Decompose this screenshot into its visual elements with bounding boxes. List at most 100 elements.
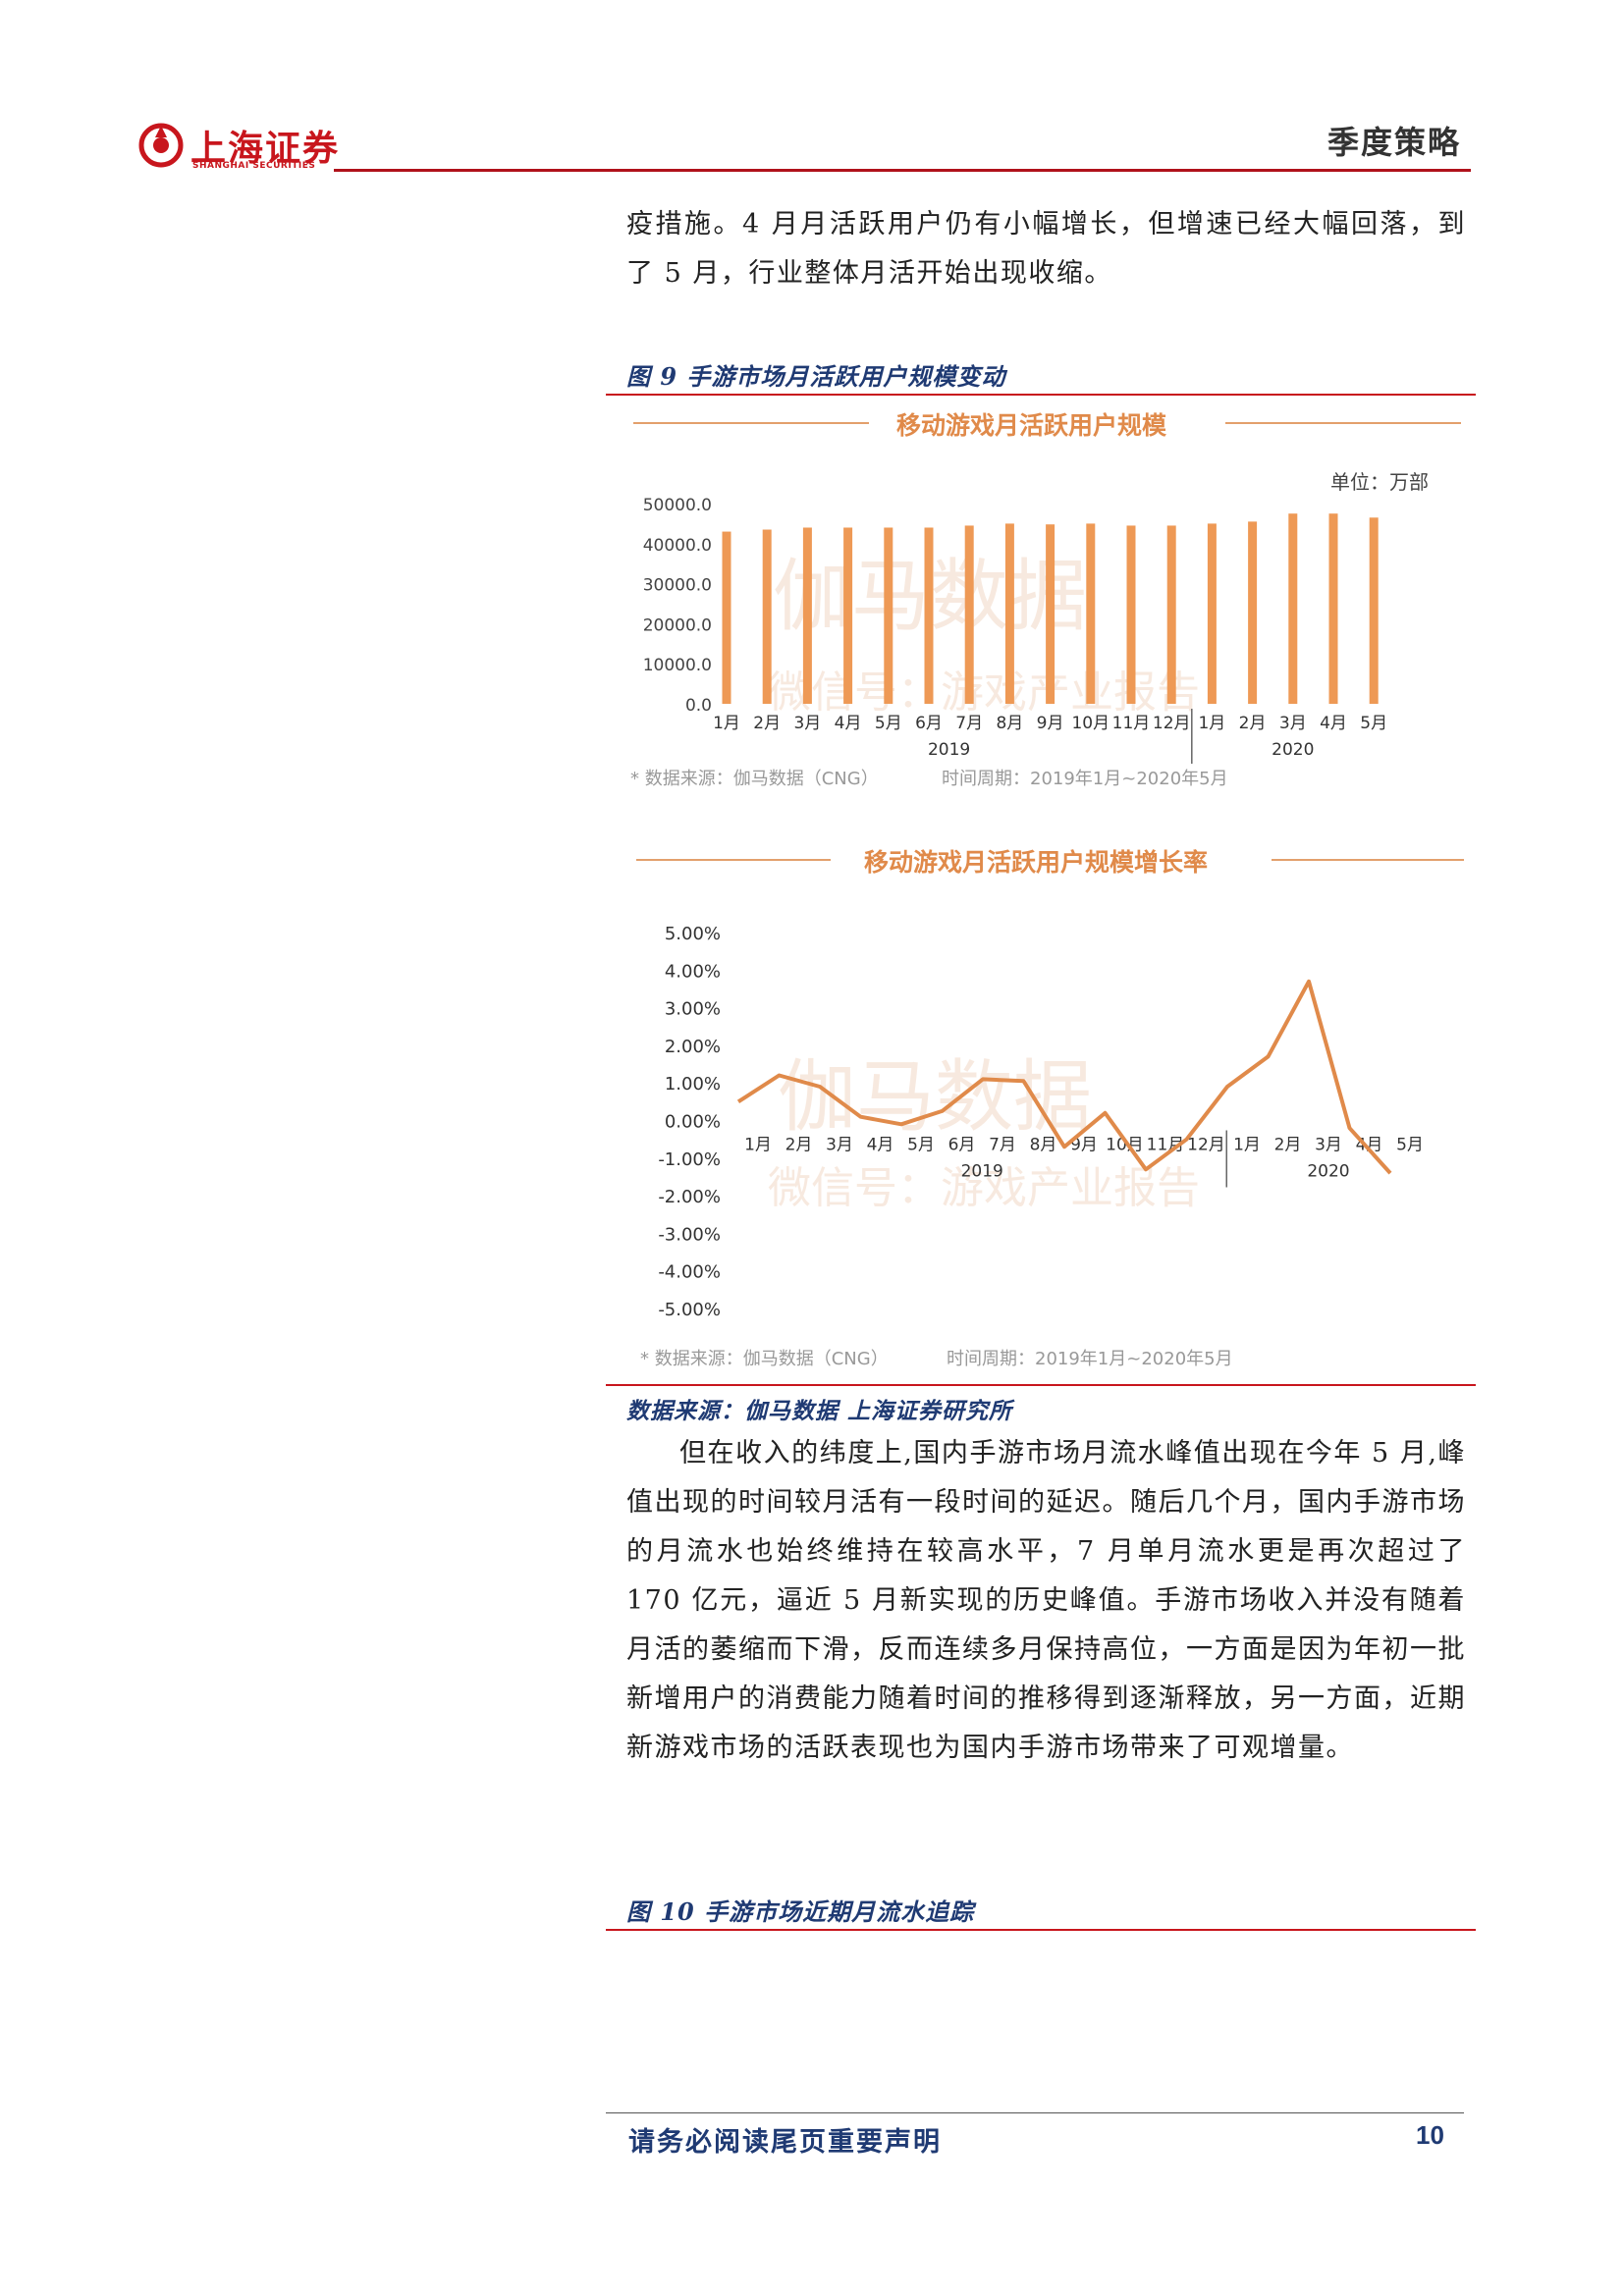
y-tick-label: -5.00% — [658, 1300, 721, 1320]
bar — [1248, 521, 1258, 704]
y-tick-label: 1.00% — [665, 1074, 721, 1095]
x-tick-label: 10月 — [1071, 714, 1110, 733]
x-year-label: 2019 — [928, 740, 970, 760]
y-tick-label: -4.00% — [658, 1262, 721, 1283]
x-year-label: 2020 — [1307, 1162, 1349, 1182]
logo-name: 上海证券 — [190, 128, 341, 169]
body-paragraph: 疫措施。4 月月活跃用户仍有小幅增长，但增速已经大幅回落，到了 5 月，行业整体… — [626, 209, 1466, 289]
y-tick-label: 50000.0 — [643, 496, 712, 515]
unit-label: 单位：万部 — [1330, 470, 1429, 494]
bar — [802, 527, 812, 704]
bar — [722, 531, 731, 704]
x-year-label: 2019 — [961, 1162, 1003, 1182]
bar — [1369, 517, 1379, 704]
figure-title-rule — [606, 394, 1476, 396]
x-tick-label: 7月 — [955, 714, 983, 733]
figure-bottom-rule — [606, 1384, 1476, 1386]
mau-bar-chart: 伽马数据 微信号：游戏产业报告 单位：万部 50000.040000.03000… — [630, 470, 1429, 789]
chart-title-rule-right — [1225, 422, 1461, 424]
bar — [884, 527, 893, 704]
x-tick-label: 3月 — [826, 1136, 853, 1155]
figure-source: 数据来源：伽马数据 上海证券研究所 — [626, 1398, 1013, 1424]
mau-growth-line-chart: 伽马数据 微信号：游戏产业报告 5.00% 4.00% 3.00% 2.00% 1.00… — [640, 924, 1424, 1369]
page-number: 10 — [1416, 2120, 1444, 2150]
x-tick-label: 4月 — [835, 714, 862, 733]
y-tick-label: 0.00% — [665, 1112, 721, 1133]
x-tick-label: 1月 — [1198, 714, 1225, 733]
x-tick-label: 8月 — [1030, 1136, 1057, 1155]
watermark-main: 伽马数据 — [778, 1051, 1092, 1143]
chart-footnote-source: * 数据来源：伽马数据（CNG） — [630, 769, 879, 789]
x-tick-label: 5月 — [875, 714, 902, 733]
x-tick-label: 8月 — [996, 714, 1023, 733]
bar — [1046, 524, 1056, 704]
figure-title: 图 9 手游市场月活跃用户规模变动 — [626, 362, 1006, 391]
y-tick-label: -2.00% — [658, 1187, 721, 1207]
x-tick-label: 9月 — [1070, 1136, 1098, 1155]
x-tick-label: 6月 — [915, 714, 943, 733]
logo-subtitle: SHANGHAI SECURITIES — [192, 161, 316, 171]
y-tick-label: 5.00% — [665, 924, 721, 944]
y-tick-label: 30000.0 — [643, 576, 712, 596]
x-tick-label: 1月 — [744, 1136, 772, 1155]
series-line — [736, 979, 1392, 1175]
bar — [1166, 525, 1176, 704]
x-tick-label: 2月 — [753, 714, 781, 733]
chart-title: 移动游戏月活跃用户规模增长率 — [864, 848, 1209, 877]
x-tick-label: 9月 — [1037, 714, 1064, 733]
watermark-sub: 微信号：游戏产业报告 — [768, 1163, 1200, 1213]
x-tick-label: 2月 — [1239, 714, 1267, 733]
chart-title-rule-left — [636, 859, 831, 861]
x-tick-label: 3月 — [1315, 1136, 1342, 1155]
x-tick-label: 3月 — [793, 714, 821, 733]
x-tick-label: 6月 — [948, 1136, 976, 1155]
x-year-label: 2020 — [1272, 740, 1314, 760]
footer-disclaimer: 请务必阅读尾页重要声明 — [628, 2127, 942, 2158]
x-tick-label: 3月 — [1279, 714, 1307, 733]
chart-footnote-period: 时间周期：2019年1月~2020年5月 — [942, 769, 1228, 789]
chart-footnote-period: 时间周期：2019年1月~2020年5月 — [947, 1349, 1233, 1369]
y-tick-label: 20000.0 — [643, 615, 712, 635]
bar — [843, 527, 853, 704]
y-tick-label: 4.00% — [665, 961, 721, 982]
x-tick-label: 1月 — [713, 714, 740, 733]
x-tick-label: 1月 — [1233, 1136, 1261, 1155]
x-tick-label: 4月 — [867, 1136, 894, 1155]
bar — [924, 527, 934, 704]
x-tick-label: 5月 — [1360, 714, 1387, 733]
chart-title: 移动游戏月活跃用户规模 — [896, 411, 1167, 440]
bar — [1004, 523, 1014, 704]
x-tick-label: 2月 — [1274, 1136, 1302, 1155]
x-tick-label: 5月 — [907, 1136, 935, 1155]
bar — [1126, 525, 1136, 704]
header-divider — [334, 169, 1471, 172]
y-tick-label: 10000.0 — [643, 656, 712, 675]
bar — [1086, 523, 1096, 704]
x-tick-label: 12月 — [1187, 1136, 1225, 1155]
x-tick-label: 5月 — [1396, 1136, 1424, 1155]
chart-title-rule-left — [633, 422, 869, 424]
footer-divider — [606, 2112, 1464, 2113]
body-paragraph: 但在收入的纬度上,国内手游市场月流水峰值出现在今年 5 月,峰值出现的时间较月活… — [626, 1438, 1466, 1763]
bar — [762, 529, 772, 704]
x-tick-label: 7月 — [989, 1136, 1016, 1155]
x-tick-label: 12月 — [1153, 714, 1191, 733]
chart-footnote-source: * 数据来源：伽马数据（CNG） — [640, 1349, 889, 1369]
figure-title-rule — [606, 1929, 1476, 1931]
section-title: 季度策略 — [1326, 124, 1461, 161]
bar — [1207, 523, 1217, 704]
x-tick-label: 4月 — [1320, 714, 1347, 733]
x-tick-label: 11月 — [1112, 714, 1151, 733]
y-tick-label: -1.00% — [658, 1149, 721, 1170]
y-tick-label: -3.00% — [658, 1224, 721, 1245]
chart-title-rule-right — [1272, 859, 1464, 861]
y-tick-label: 40000.0 — [643, 536, 712, 556]
bar — [964, 525, 974, 704]
company-logo: 上海证券 SHANGHAI SECURITIES — [137, 118, 338, 177]
x-tick-label: 2月 — [785, 1136, 813, 1155]
logo-emblem-icon — [138, 123, 184, 168]
y-tick-label: 0.0 — [685, 696, 712, 716]
y-tick-label: 2.00% — [665, 1037, 721, 1057]
bar — [1328, 513, 1338, 704]
bar — [1288, 513, 1298, 704]
